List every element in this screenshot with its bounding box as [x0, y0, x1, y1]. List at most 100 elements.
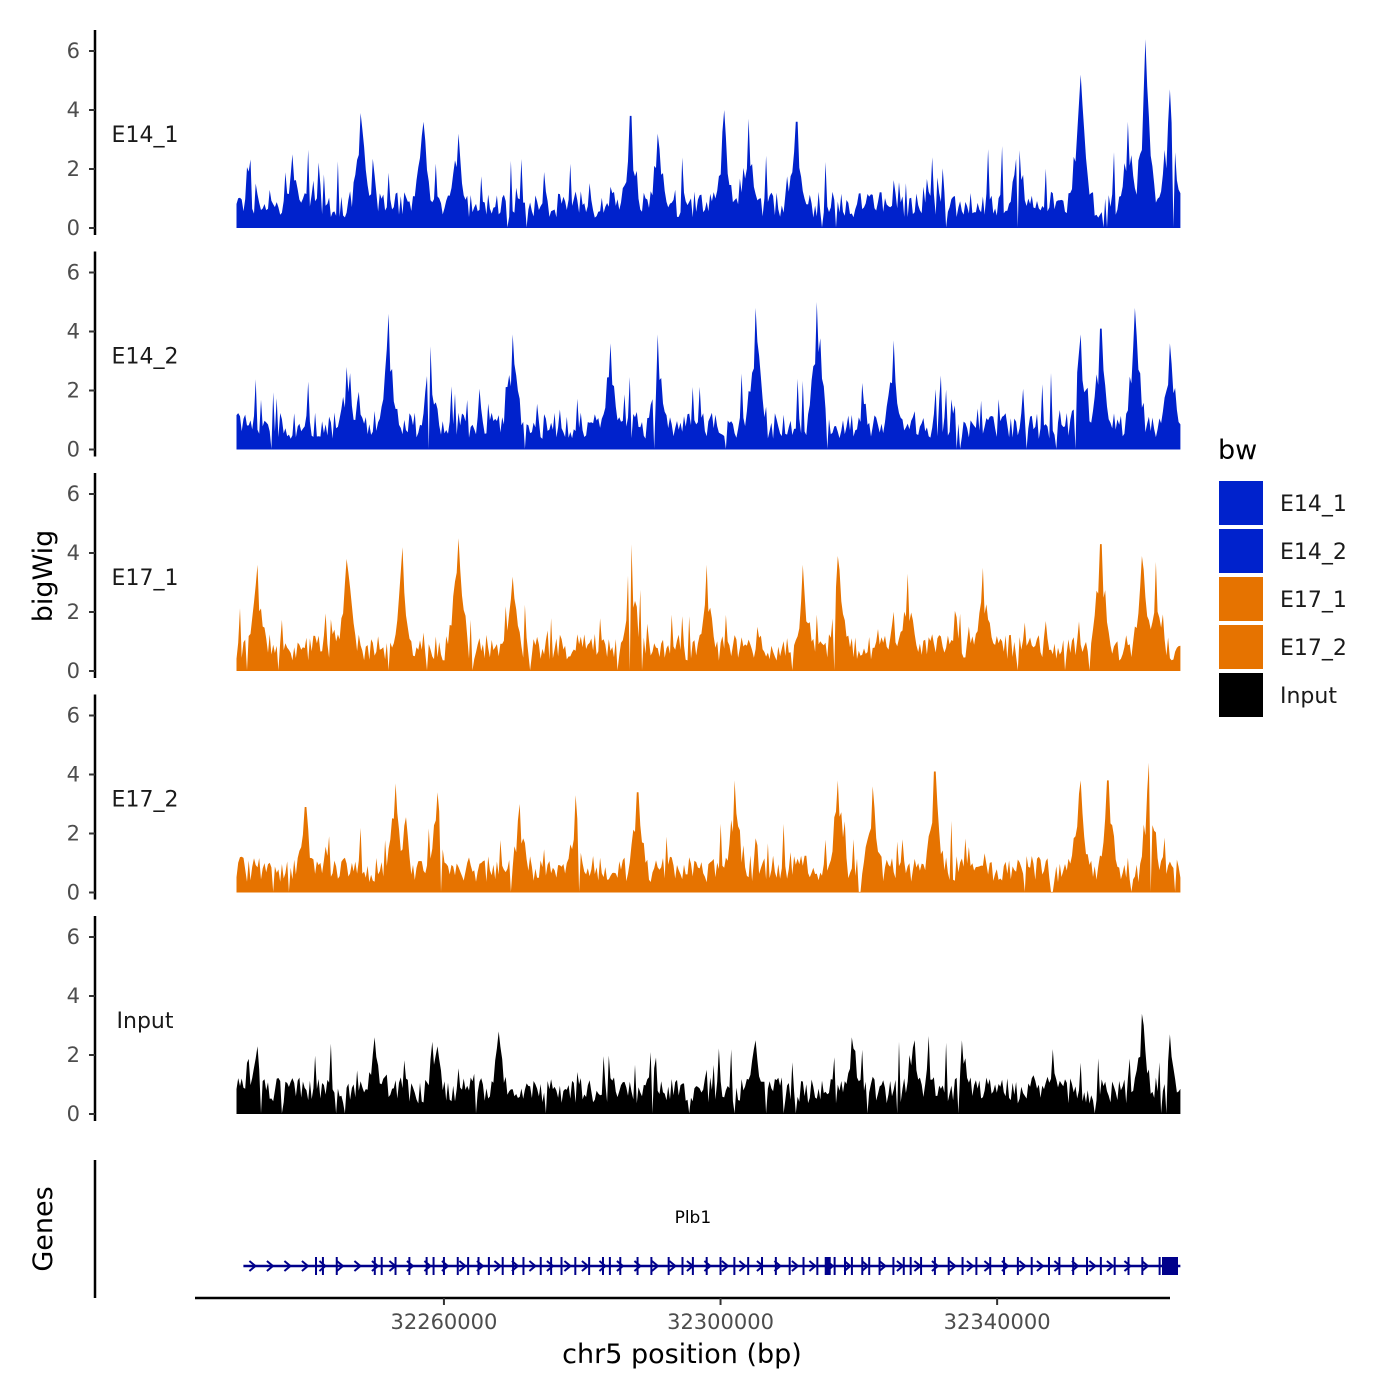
track-E14_1: 0 2 4 6 E14_1: [67, 30, 1181, 240]
gene-exon: [456, 1257, 459, 1275]
strand-arrow: [598, 1260, 607, 1272]
strand-arrow: [546, 1260, 555, 1272]
gene-exon: [425, 1257, 428, 1275]
strand-arrow: [633, 1260, 642, 1272]
gene-exon: [636, 1257, 639, 1275]
genes-panel: Plb1: [93, 1160, 1181, 1298]
gene-exon: [733, 1257, 736, 1275]
gene-exon: [909, 1257, 912, 1275]
y-tick-label: 2: [67, 1043, 80, 1067]
gene-exon: [902, 1257, 905, 1275]
legend-title: bw: [1218, 435, 1257, 466]
y-tick-label: 2: [67, 157, 80, 181]
strand-arrow: [808, 1260, 817, 1272]
gene-exon: [802, 1257, 805, 1275]
gene-exon: [373, 1257, 376, 1275]
gene-exon: [861, 1257, 864, 1275]
gene-exon: [816, 1257, 819, 1275]
y-tick-label: 0: [67, 216, 80, 240]
signal-area-E14_1: [236, 39, 1181, 229]
strand-arrow: [651, 1260, 660, 1272]
legend-swatch-E14_1: [1219, 481, 1263, 525]
signal-area-E14_2: [236, 302, 1181, 450]
gene-exon: [1058, 1257, 1061, 1275]
gene-exon: [975, 1257, 978, 1275]
gene-exon: [878, 1257, 881, 1275]
y-tick-label: 0: [67, 1102, 80, 1126]
strand-arrow: [878, 1260, 887, 1272]
gene-exon: [933, 1257, 936, 1275]
gene-exon: [467, 1257, 470, 1275]
y-tick-label: 4: [67, 984, 80, 1008]
legend-label-E17_2: E17_2: [1280, 636, 1347, 661]
track-label-Input: Input: [117, 1009, 174, 1034]
signal-area-Input: [236, 1013, 1181, 1114]
gene-exon: [761, 1257, 764, 1275]
gene-exon: [512, 1257, 515, 1275]
gene-exon: [788, 1257, 791, 1275]
x-tick-label: 32300000: [667, 1310, 774, 1334]
gene-exon: [601, 1257, 604, 1275]
gene-exon: [961, 1257, 964, 1275]
track-E17_2: 0 2 4 6 E17_2: [67, 694, 1181, 905]
gene-exon: [574, 1257, 577, 1275]
gene-exon: [850, 1257, 853, 1275]
gene-exon: [1086, 1257, 1089, 1275]
gene-name-label: Plb1: [675, 1208, 712, 1228]
y-tick-label: 2: [67, 379, 80, 403]
y-tick-label: 6: [67, 39, 80, 63]
track-label-E17_1: E17_1: [112, 566, 179, 591]
strand-arrow: [616, 1260, 625, 1272]
gene-exon: [1003, 1257, 1006, 1275]
strand-arrow: [738, 1260, 747, 1272]
gene-exon: [989, 1257, 992, 1275]
legend-swatch-E17_2: [1219, 625, 1263, 669]
strand-arrow: [948, 1260, 957, 1272]
strand-arrow: [528, 1260, 537, 1272]
strand-arrow: [721, 1260, 730, 1272]
legend: bw E14_1 E14_2 E17_1 E17_2 Input: [1218, 435, 1347, 717]
gene-exon: [920, 1257, 923, 1275]
gene-exon: [1162, 1257, 1178, 1275]
gene-exon: [539, 1257, 542, 1275]
legend-label-E17_1: E17_1: [1280, 588, 1347, 613]
strand-arrow: [283, 1260, 292, 1272]
strand-arrow: [1088, 1260, 1097, 1272]
gene-exon: [1072, 1257, 1075, 1275]
y-tick-label: 6: [67, 925, 80, 949]
gene-exon: [477, 1257, 480, 1275]
track-Input: 0 2 4 6 Input: [67, 916, 1181, 1126]
strand-arrow: [861, 1260, 870, 1272]
strand-arrow: [318, 1260, 327, 1272]
x-tick-label: 32340000: [944, 1310, 1051, 1334]
y-tick-label: 0: [67, 438, 80, 462]
y-tick-label: 4: [67, 320, 80, 344]
y-tick-label: 4: [67, 98, 80, 122]
gene-exon: [774, 1257, 777, 1275]
gene-exon: [619, 1257, 622, 1275]
tracks-layer: 0 2 4 6 E14_1 0 2 4 6 E14_2 0 2 4 6 E17_1 0 2 4 6 E17_2 0 2 4 6…: [67, 30, 1181, 1126]
gene-exon: [833, 1257, 836, 1275]
strand-arrow: [581, 1260, 590, 1272]
gene-exon: [1047, 1257, 1050, 1275]
track-label-E14_2: E14_2: [112, 345, 179, 370]
track-E17_1: 0 2 4 6 E17_1: [67, 473, 1181, 683]
gene-exon: [335, 1257, 338, 1275]
strand-arrow: [791, 1260, 800, 1272]
gene-exon: [550, 1257, 553, 1275]
gene-exon: [442, 1257, 445, 1275]
gene-exon: [522, 1257, 525, 1275]
gene-exon: [868, 1257, 871, 1275]
gene-exon: [487, 1257, 490, 1275]
gene-exon: [608, 1257, 611, 1275]
strand-arrow: [843, 1260, 852, 1272]
strand-arrow: [1141, 1260, 1150, 1272]
signal-area-E17_1: [236, 538, 1181, 671]
legend-swatch-Input: [1219, 673, 1263, 717]
y-tick-label: 2: [67, 600, 80, 624]
legend-label-E14_2: E14_2: [1280, 540, 1347, 565]
strand-arrow: [966, 1260, 975, 1272]
legend-swatch-E14_2: [1219, 529, 1263, 573]
y-tick-label: 0: [67, 659, 80, 683]
gene-exon: [1158, 1257, 1161, 1275]
